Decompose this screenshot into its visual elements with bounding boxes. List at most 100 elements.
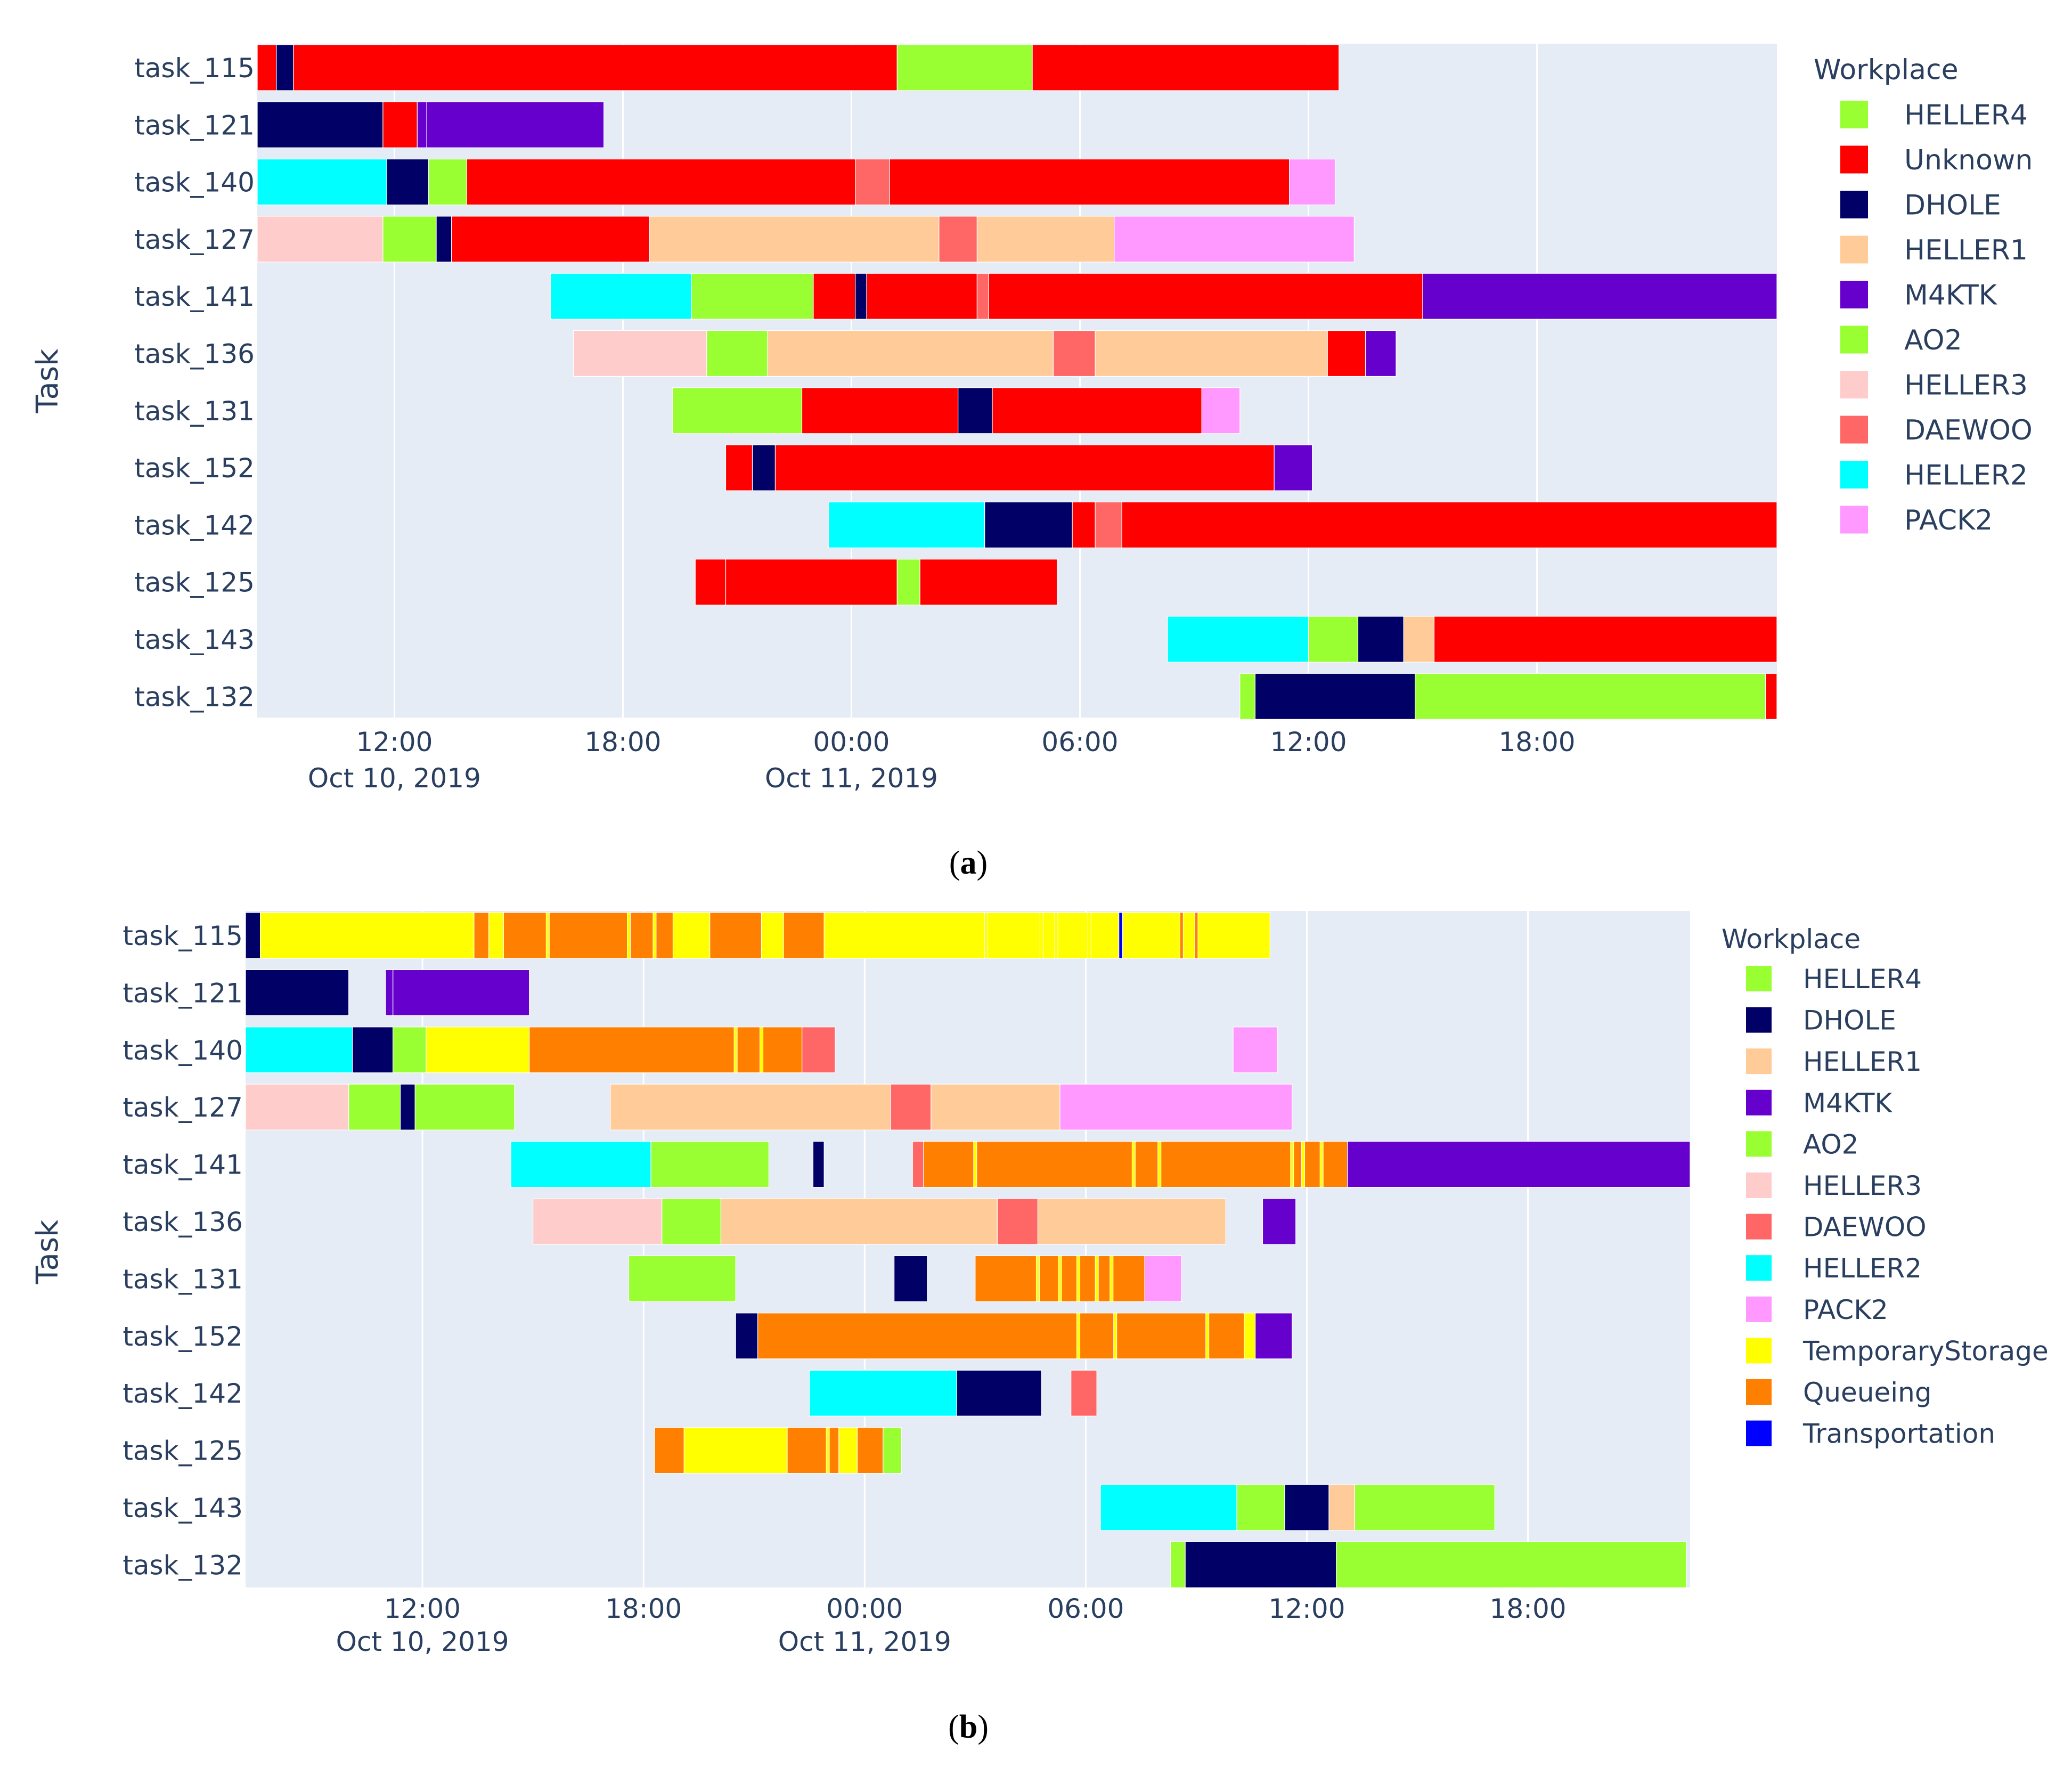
bar-task_132-2 (1336, 1541, 1687, 1588)
bar-task_143-1 (1308, 616, 1359, 663)
y-tick-label: task_140 (123, 1035, 243, 1066)
bar-task_127-3 (414, 1084, 515, 1130)
bar-task_143-2 (1357, 616, 1404, 663)
bar-task_121-0 (257, 101, 384, 148)
bar-task_121-2 (393, 969, 530, 1016)
y-tick-label: task_131 (123, 1264, 243, 1294)
bar-task_136-2 (767, 330, 1054, 377)
chart-panel-a: task_115 task_121 task_140 task_127 task_141… (30, 44, 2033, 881)
bar-task_132-0 (1170, 1541, 1186, 1588)
bar-task_142-0 (828, 501, 985, 549)
bar-stripe-task_141-0 (973, 1141, 977, 1188)
bar-task_115-0 (257, 44, 277, 91)
bar-task_141-5 (1347, 1141, 1691, 1188)
bar-task_136-5 (1262, 1198, 1296, 1245)
bar-stripe-task_115-6 (1179, 912, 1184, 959)
y-axis-title: Task (30, 1219, 65, 1284)
bar-task_127-4 (649, 216, 940, 263)
legend-label: AO2 (1803, 1129, 1859, 1160)
bar-stripe-task_141-5 (1319, 1141, 1324, 1188)
bar-task_127-5 (890, 1084, 932, 1130)
x-tick-date-label: Oct 11, 2019 (778, 1626, 951, 1657)
bar-task_141-0 (510, 1141, 651, 1188)
bar-task_115-3 (896, 44, 1033, 91)
legend-label: M4KTK (1904, 280, 1998, 312)
legend-label: HELLER4 (1904, 100, 2028, 132)
legend-label: DHOLE (1904, 190, 2001, 222)
y-tick-label: task_127 (134, 224, 255, 255)
legend-label: M4KTK (1803, 1088, 1892, 1119)
y-tick-label: task_142 (134, 510, 255, 541)
bar-task_132-1 (1254, 673, 1416, 720)
bar-task_152-1 (752, 444, 776, 491)
bar-task_127-6 (931, 1084, 1061, 1130)
x-tick-label: 12:00 (356, 727, 433, 758)
y-tick-label: task_131 (134, 396, 255, 427)
bar-task_115-9 (823, 912, 1120, 959)
bar-task_131-4 (1201, 387, 1241, 434)
bar-task_136-4 (1095, 330, 1328, 377)
bar-task_142-2 (1072, 501, 1096, 549)
legend-label: HELLER1 (1904, 234, 2028, 266)
bar-task_142-1 (984, 501, 1073, 549)
bar-task_141-0 (550, 273, 692, 320)
bar-stripe-task_115-0 (627, 912, 631, 959)
bar-task_142-2 (1071, 1370, 1097, 1416)
bar-task_140-2 (428, 159, 467, 206)
bar-task_152-1 (757, 1313, 1245, 1359)
bar-task_131-0 (672, 387, 803, 434)
bar-stripe-task_140-0 (733, 1027, 738, 1073)
legend-title: Workplace (1814, 54, 1959, 86)
bar-task_143-4 (1433, 616, 1777, 663)
bar-task_152-3 (1255, 1313, 1293, 1359)
x-tick-label: 18:00 (605, 1593, 682, 1624)
bar-task_115-3 (488, 912, 504, 959)
bar-task_115-7 (761, 912, 784, 959)
bar-task_136-3 (1053, 330, 1096, 377)
bar-stripe-task_125-0 (826, 1427, 830, 1474)
bar-task_140-5 (802, 1027, 836, 1073)
bar-task_115-2 (293, 44, 898, 91)
y-tick-label: task_125 (123, 1436, 243, 1467)
legend-label: DHOLE (1803, 1005, 1896, 1036)
bar-task_142-3 (1095, 501, 1122, 549)
bar-stripe-task_115-3 (1039, 912, 1043, 959)
bar-task_121-1 (382, 101, 418, 148)
bar-stripe-task_115-1 (652, 912, 657, 959)
bar-task_125-4 (856, 1427, 884, 1474)
bar-stripe-task_152-0 (1076, 1313, 1081, 1359)
x-tick-label: 12:00 (384, 1593, 461, 1624)
bar-stripe-task_115-4 (1054, 912, 1058, 959)
legend-swatch (1746, 1255, 1772, 1281)
bar-task_152-2 (774, 444, 1275, 491)
legend-label: DAEWOO (1904, 414, 2033, 446)
bar-task_143-0 (1100, 1484, 1237, 1531)
bar-task_131-0 (628, 1255, 736, 1302)
y-tick-label: task_125 (134, 567, 255, 598)
bar-task_127-2 (436, 216, 452, 263)
legend-label: HELLER3 (1904, 370, 2028, 402)
x-tick-date-label: Oct 10, 2019 (308, 763, 481, 794)
figure-caption: (b) (948, 1709, 989, 1745)
bar-task_143-0 (1167, 616, 1309, 663)
bar-stripe-task_115-2 (984, 912, 989, 959)
y-tick-label: task_152 (123, 1321, 243, 1352)
bar-task_141-5 (976, 273, 989, 320)
bar-task_136-3 (997, 1198, 1039, 1245)
legend-swatch (1840, 416, 1868, 444)
bar-task_143-3 (1328, 1484, 1356, 1531)
bar-task_140-0 (245, 1027, 353, 1073)
legend-swatch (1840, 101, 1868, 128)
bar-task_152-3 (1274, 444, 1313, 491)
y-tick-label: task_121 (134, 110, 255, 141)
bar-task_143-3 (1403, 616, 1435, 663)
bar-task_140-1 (352, 1027, 394, 1073)
legend-label: DAEWOO (1803, 1212, 1927, 1243)
bar-task_152-0 (725, 444, 753, 491)
legend-swatch (1746, 1379, 1772, 1405)
bar-task_141-6 (988, 273, 1423, 320)
bar-task_127-1 (382, 216, 437, 263)
legend-swatch (1840, 235, 1868, 264)
